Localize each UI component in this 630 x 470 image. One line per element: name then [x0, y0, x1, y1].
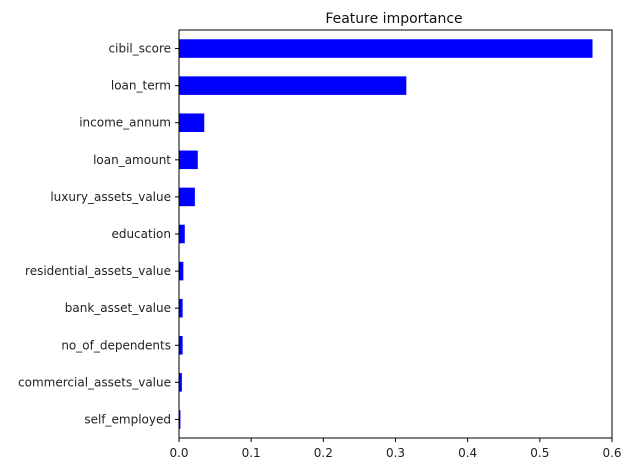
y-tick-label: residential_assets_value [25, 264, 171, 278]
y-tick-label: luxury_assets_value [50, 190, 171, 204]
bar-loan_term [179, 76, 407, 95]
y-tick-label: cibil_score [109, 42, 171, 56]
x-tick-label: 0.2 [314, 446, 333, 460]
bar-self_employed [179, 410, 181, 429]
y-tick-label: no_of_dependents [61, 338, 171, 352]
bar-income_annum [179, 113, 205, 132]
x-tick-label: 0.3 [386, 446, 405, 460]
x-tick-label: 0.0 [169, 446, 188, 460]
bar-commercial_assets_value [179, 373, 182, 392]
bar-bank_asset_value [179, 298, 183, 318]
bar-residential_assets_value [179, 261, 184, 281]
y-tick-label: commercial_assets_value [18, 375, 171, 389]
bar-loan_amount [179, 150, 198, 170]
bars-layer [179, 39, 593, 429]
plot-area-frame [178, 29, 613, 439]
x-tick-label: 0.4 [458, 446, 477, 460]
bar-cibil_score [179, 39, 593, 58]
y-axis-ticks: cibil_score loan_term income_annum loan_amo… [18, 42, 179, 426]
bar-education [179, 224, 185, 244]
bar-no_of_dependents [179, 336, 183, 355]
x-tick-label: 0.5 [530, 446, 549, 460]
chart-title: Feature importance [325, 11, 462, 27]
x-tick-label: 0.6 [602, 446, 621, 460]
x-axis-ticks: 0.0 0.1 0.2 0.3 0.4 0.5 0.6 [169, 438, 622, 460]
y-tick-label: self_employed [84, 412, 171, 426]
bar-luxury_assets_value [179, 187, 195, 207]
y-tick-label: income_annum [79, 116, 171, 130]
y-tick-label: education [111, 227, 171, 241]
y-tick-label: loan_amount [93, 153, 171, 167]
y-tick-label: loan_term [111, 79, 171, 93]
x-tick-label: 0.1 [242, 446, 261, 460]
y-tick-label: bank_asset_value [65, 301, 171, 315]
